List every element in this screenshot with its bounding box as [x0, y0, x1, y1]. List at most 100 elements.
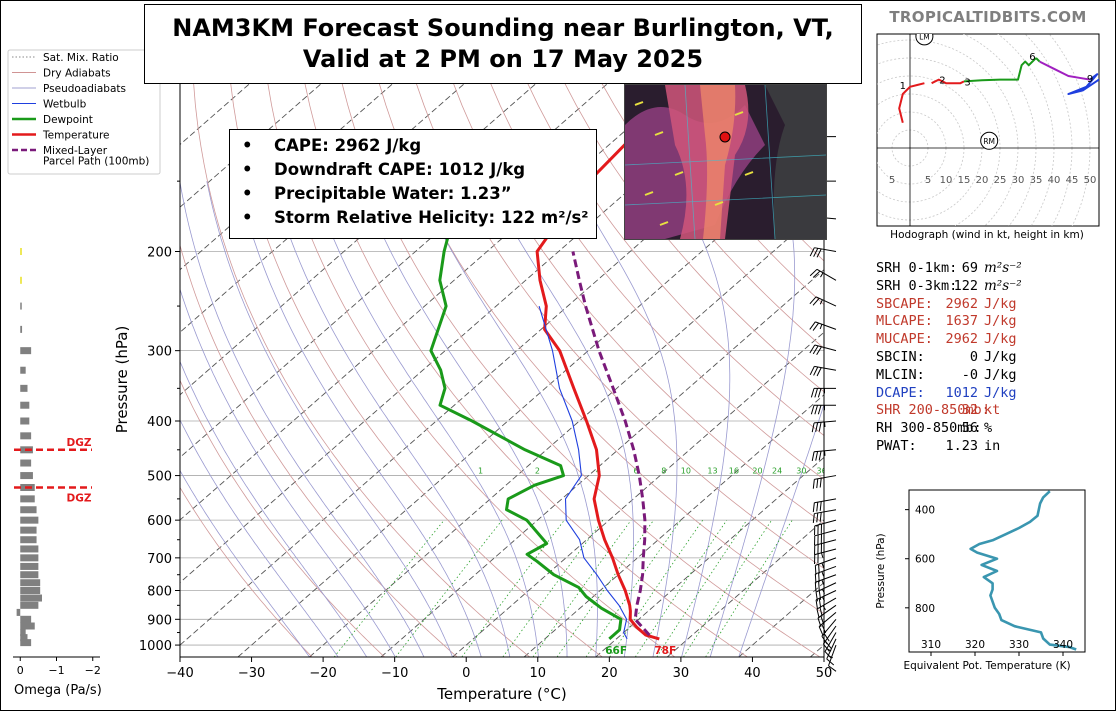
pseudoadiabat-line [236, 181, 482, 657]
mix-ratio-line [502, 519, 604, 657]
hodograph-height-label: 2 [939, 76, 945, 87]
stat-row: SBCIN: 0 J/kg [876, 349, 1096, 367]
hodograph-caption: Hodograph (wind in kt, height in km) [890, 229, 1084, 241]
stat-value: 2962 [945, 295, 978, 312]
chart-title-box: NAM3KM Forecast Sounding near Burlington… [144, 4, 862, 84]
info-box: • CAPE: 2962 J/kg • Downdraft CAPE: 1012 J/… [229, 129, 597, 239]
dewpoint-line [429, 135, 623, 641]
stat-value: 32 [961, 402, 978, 419]
isotherm-line [595, 456, 824, 657]
dry-adiabat-line [180, 243, 458, 657]
omega-bar [20, 366, 26, 374]
hodograph-segment [1035, 57, 1041, 63]
mix-ratio-line [532, 519, 632, 657]
stat-label: MLCIN: [876, 366, 925, 383]
surface-dewpoint-label: 66F [605, 645, 627, 657]
omega-bar [20, 302, 22, 310]
stat-unit: in [984, 437, 1001, 454]
pseudoadiabat-line [206, 181, 453, 657]
dry-adiabat-line [180, 379, 385, 657]
omega-bar [20, 417, 30, 425]
mix-ratio-label: 13 [707, 467, 717, 476]
info-text: Precipitable Water: 1.23” [274, 184, 512, 203]
info-bullet: • [242, 160, 253, 179]
stat-row: PWAT: 1.23 in [876, 438, 1096, 456]
stat-label: DCAPE: [876, 384, 925, 401]
skewt-ylabel: Pressure (hPa) [113, 326, 131, 434]
pseudoadiabat-line [738, 403, 824, 657]
legend-entry: Dewpoint [12, 114, 93, 126]
dry-adiabat-line [600, 82, 824, 349]
wind-barb [809, 321, 837, 331]
wind-barb [809, 268, 837, 281]
legend-label: Dewpoint [43, 114, 93, 126]
omega-xlabel: Omega (Pa/s) [14, 683, 102, 698]
radar-map-image [625, 85, 826, 239]
wind-barb [828, 644, 837, 672]
hodograph-height-label: 6 [1029, 52, 1035, 63]
mix-ratio-label: 16 [729, 467, 739, 476]
omega-bar [20, 276, 22, 284]
hodograph-tick-label: 30 [1012, 175, 1025, 186]
stat-row: DCAPE: 1012 J/kg [876, 385, 1096, 403]
temperature-line [535, 135, 660, 641]
mix-ratio-label: 8 [661, 467, 666, 476]
pseudoadiabat-line [416, 181, 598, 657]
theta-e-xlabel: Equivalent Pot. Temperature (K) [903, 660, 1071, 672]
dry-adiabat-line [267, 82, 676, 657]
omega-bar [20, 401, 30, 409]
pseudoadiabat-line [180, 360, 368, 657]
hodograph-tick-label: 5 [889, 175, 895, 186]
stat-unit: J/kg [984, 348, 1017, 365]
pseudoadiabat-line [311, 181, 539, 657]
omega-bar [20, 325, 23, 333]
info-item: • CAPE: 2962 J/kg [242, 134, 596, 158]
omega-bar [16, 608, 21, 616]
wind-barb [810, 404, 836, 415]
stat-row: SRH 0-1km: 69 m²s⁻² [876, 260, 1096, 278]
dry-adiabat-line [180, 486, 313, 657]
isotherm-line [180, 82, 539, 396]
isotherm-line [180, 82, 753, 584]
theta-e-y-tick-label: 600 [915, 554, 935, 566]
mix-ratio-label: 24 [772, 467, 782, 476]
y-tick-label: 200 [147, 246, 172, 261]
legend-entry: Temperature [12, 130, 110, 142]
wind-barb [809, 296, 837, 307]
omega-bar [20, 622, 35, 630]
legend-label: Parcel Path (100mb) [43, 156, 149, 168]
legend-entry: Sat. Mix. Ratio [12, 52, 119, 64]
y-tick-label: 600 [147, 514, 172, 529]
legend-label: Dry Adiabats [43, 68, 111, 80]
legend-entry: Dry Adiabats [12, 68, 111, 80]
dry-adiabat-line [341, 82, 821, 657]
x-tick-label: 50 [816, 666, 833, 681]
wind-barb [814, 529, 837, 546]
hodograph-segment [1067, 73, 1099, 95]
dry-adiabat-line [452, 82, 824, 525]
stat-unit: m²s⁻² [984, 277, 1022, 294]
x-tick-label: 30 [673, 666, 690, 681]
theta-e-y-tick-label: 400 [915, 505, 935, 517]
stat-unit: J/kg [984, 313, 1017, 330]
stat-label: SBCAPE: [876, 295, 933, 312]
legend-label: Pseudoadiabats [43, 83, 126, 95]
hodograph-tick-label: 50 [1084, 175, 1097, 186]
wind-barb [815, 582, 837, 602]
hodograph-height-label: 1 [900, 81, 906, 92]
stat-unit: J/kg [984, 331, 1017, 348]
dry-adiabat-line [304, 82, 748, 657]
legend-label: Wetbulb [43, 99, 87, 111]
isotherm-line [523, 394, 824, 657]
isotherm-line [452, 331, 824, 657]
chart-title-line-2: Valid at 2 PM on 17 May 2025 [302, 45, 704, 73]
omega-bar [20, 579, 41, 587]
mix-ratio-label: 10 [681, 467, 691, 476]
mix-ratio-label: 1 [478, 467, 483, 476]
mix-ratio-label: 30 [796, 467, 806, 476]
location-marker [719, 131, 731, 143]
omega-bar [20, 516, 39, 524]
x-tick-label: 40 [744, 666, 761, 681]
stat-label: SHR 200-850mb: [876, 402, 990, 419]
legend-box [7, 49, 161, 175]
